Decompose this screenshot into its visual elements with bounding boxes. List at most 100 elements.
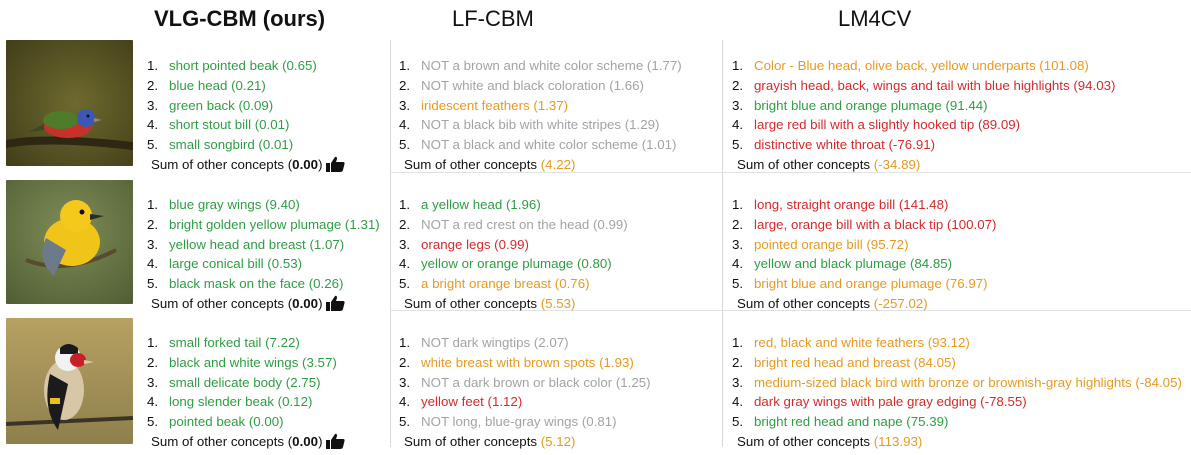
thumbs-up-icon — [325, 433, 345, 455]
concept-item: 4. short stout bill (0.01) — [147, 115, 345, 135]
sum-value: (-257.02) — [873, 295, 928, 311]
concept-item: 5. bright red head and nape (75.39) — [732, 412, 1182, 432]
concept-text: blue gray wings (9.40) — [169, 197, 300, 212]
concept-text: yellow head and breast (1.07) — [169, 236, 345, 252]
concept-number: 2. — [147, 216, 159, 232]
concept-item: 1. NOT a brown and white color scheme (1.… — [399, 56, 682, 76]
concept-number: 5. — [147, 137, 159, 153]
concept-number: 4. — [399, 256, 411, 272]
concept-number: 1. — [399, 335, 411, 350]
painted-bunting-illustration — [6, 40, 133, 166]
concept-item: 5. small songbird (0.01) — [147, 135, 345, 155]
concept-number: 3. — [732, 236, 744, 252]
sum-of-other-concepts: Sum of other concepts (113.93) — [737, 432, 1182, 452]
concept-item: 1. short pointed beak (0.65) — [147, 56, 345, 76]
concept-number: 3. — [147, 236, 159, 252]
thumbs-up-icon — [325, 295, 345, 317]
sum-value: 0.00 — [292, 433, 319, 449]
concept-number: 2. — [732, 77, 744, 93]
warbler-illustration — [6, 180, 133, 304]
concept-item: 2. grayish head, back, wings and tail wit… — [732, 76, 1115, 96]
column-divider-1 — [390, 40, 391, 447]
concept-text: NOT dark wingtips (2.07) — [421, 335, 569, 350]
sum-value: 0.00 — [292, 295, 319, 311]
concept-item: 5. distinctive white throat (-76.91) — [732, 135, 1115, 155]
lf-concept-list-row-1: 1. NOT a brown and white color scheme (1.… — [399, 56, 682, 175]
concept-text: iridescent feathers (1.37) — [421, 97, 569, 113]
lm-concept-list-row-1: 1. Color - Blue head, olive back, yellow … — [732, 56, 1115, 175]
sum-value: (-34.89) — [873, 156, 921, 172]
sum-close: ) — [318, 295, 323, 311]
concept-item: 3. bright blue and orange plumage (91.44) — [732, 96, 1115, 116]
concept-number: 5. — [399, 276, 411, 292]
row-divider-1 — [390, 172, 1191, 173]
concept-item: 1. small forked tail (7.22) — [147, 333, 345, 353]
concept-number: 1. — [399, 197, 411, 212]
concept-text: small delicate body (2.75) — [169, 374, 321, 390]
concept-item: 4. yellow feet (1.12) — [399, 392, 651, 412]
concept-item: 5. bright blue and orange plumage (76.97) — [732, 274, 996, 294]
concept-item: 4. large red bill with a slightly hooked … — [732, 115, 1115, 135]
bird-image-prothonotary-warbler — [6, 180, 133, 304]
concept-number: 2. — [399, 354, 411, 370]
concept-item: 2. bright red head and breast (84.05) — [732, 353, 1182, 373]
concept-item: 5. pointed beak (0.00) — [147, 412, 345, 432]
concept-text: bright red head and nape (75.39) — [754, 414, 949, 430]
concept-item: 2. large, orange bill with a black tip (1… — [732, 215, 996, 235]
concept-text: large red bill with a slightly hooked ti… — [754, 117, 1021, 133]
sum-value: (5.53) — [540, 295, 576, 311]
concept-text: pointed orange bill (95.72) — [754, 236, 909, 252]
concept-item: 3. yellow head and breast (1.07) — [147, 235, 380, 255]
concept-number: 1. — [399, 58, 411, 73]
concept-number: 3. — [399, 374, 411, 390]
sum-label: Sum of other concepts — [404, 295, 541, 311]
sum-label: Sum of other concepts — [404, 156, 541, 172]
concept-number: 4. — [147, 256, 159, 272]
sum-value: 0.00 — [292, 156, 319, 172]
concept-text: orange legs (0.99) — [421, 236, 529, 252]
concept-number: 2. — [399, 216, 411, 232]
concept-text: long, straight orange bill (141.48) — [754, 197, 949, 212]
concept-item: 1. a yellow head (1.96) — [399, 195, 628, 215]
concept-item: 3. small delicate body (2.75) — [147, 373, 345, 393]
concept-text: a yellow head (1.96) — [421, 197, 541, 212]
sum-label: Sum of other concepts ( — [151, 156, 293, 172]
sum-of-other-concepts: Sum of other concepts (-257.02) — [737, 294, 996, 314]
concept-text: green back (0.09) — [169, 97, 274, 113]
concept-text: grayish head, back, wings and tail with … — [754, 77, 1116, 93]
goldfinch-illustration — [6, 318, 133, 444]
concept-text: large conical bill (0.53) — [169, 256, 303, 272]
concept-number: 2. — [147, 354, 159, 370]
concept-text: dark gray wings with pale gray edging (-… — [754, 394, 1027, 410]
bird-image-goldfinch — [6, 318, 133, 444]
concept-text: a bright orange breast (0.76) — [421, 276, 590, 292]
concept-text: short stout bill (0.01) — [169, 117, 290, 133]
header-lf-cbm: LF-CBM — [452, 6, 534, 31]
sum-value: (4.22) — [540, 156, 576, 172]
sum-of-other-concepts: Sum of other concepts (5.53) — [404, 294, 628, 314]
concept-item: 2. black and white wings (3.57) — [147, 353, 345, 373]
concept-number: 5. — [732, 137, 744, 153]
vlg-concept-list-row-3: 1. small forked tail (7.22) 2. black and wh… — [147, 333, 345, 455]
concept-number: 2. — [732, 216, 744, 232]
concept-text: Color - Blue head, olive back, yellow un… — [754, 58, 1089, 73]
concept-text: NOT a red crest on the head (0.99) — [421, 216, 628, 232]
concept-text: pointed beak (0.00) — [169, 414, 284, 430]
concept-item: 3. pointed orange bill (95.72) — [732, 235, 996, 255]
concept-number: 1. — [147, 197, 159, 212]
sum-label: Sum of other concepts ( — [151, 295, 293, 311]
concept-item: 2. bright golden yellow plumage (1.31) — [147, 215, 380, 235]
concept-number: 5. — [732, 276, 744, 292]
concept-number: 4. — [147, 394, 159, 410]
concept-text: NOT a black bib with white stripes (1.29… — [421, 117, 660, 133]
sum-close: ) — [318, 433, 323, 449]
concept-number: 3. — [732, 97, 744, 113]
sum-value: (5.12) — [540, 433, 576, 449]
concept-text: medium-sized black bird with bronze or b… — [754, 374, 1182, 390]
concept-text: distinctive white throat (-76.91) — [754, 137, 936, 153]
concept-number: 4. — [399, 394, 411, 410]
concept-item: 1. NOT dark wingtips (2.07) — [399, 333, 651, 353]
concept-number: 1. — [147, 335, 159, 350]
concept-text: black mask on the face (0.26) — [169, 276, 344, 292]
concept-item: 3. NOT a dark brown or black color (1.25) — [399, 373, 651, 393]
